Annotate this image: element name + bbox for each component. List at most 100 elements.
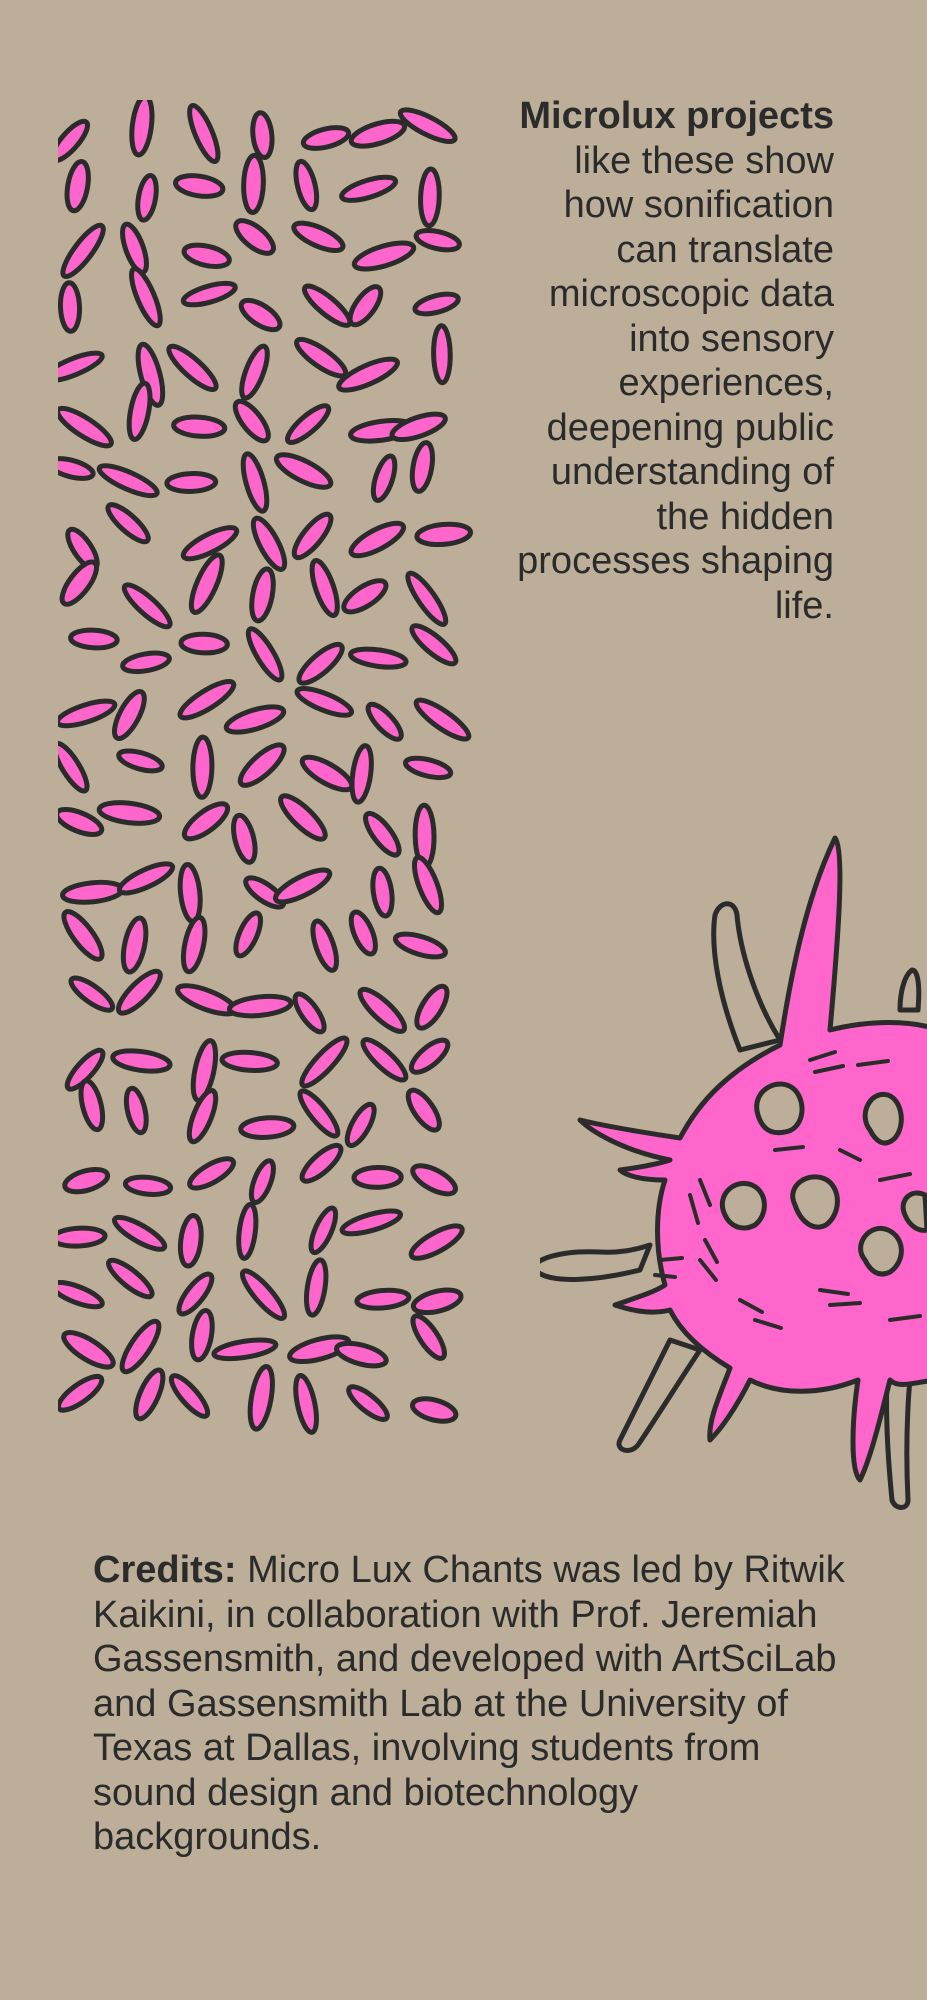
bacterium-cell: [133, 1367, 166, 1422]
intro-paragraph: Microlux projects like these show how so…: [494, 94, 834, 628]
bacterium-cell: [188, 552, 225, 615]
bacterium-cell: [250, 110, 275, 160]
bacterium-cell: [272, 867, 333, 905]
bacterium-cell: [58, 1373, 105, 1413]
bacterium-cell: [347, 284, 384, 328]
bacterium-cell: [344, 1101, 377, 1149]
bacterium-cell: [223, 704, 287, 735]
bacterium-cell: [211, 1337, 279, 1362]
bacterium-cell: [186, 1087, 219, 1145]
bacterium-cell: [61, 1330, 116, 1370]
bacterium-cell: [233, 910, 264, 959]
bacterium-cell: [116, 861, 176, 896]
bacterium-cell: [122, 1174, 174, 1197]
bacterium-cell: [180, 525, 240, 562]
bacterium-cell: [239, 1268, 288, 1321]
bacterium-cell: [250, 515, 288, 572]
bacterium-cell: [126, 380, 153, 442]
bacterium-cell: [363, 810, 402, 858]
bacterium-cell: [187, 103, 221, 164]
bacterium-cell: [341, 578, 389, 615]
bacterium-cell: [247, 1364, 275, 1432]
bacterium-cell: [106, 1257, 155, 1300]
bacterium-cell: [278, 793, 328, 842]
bacterium-cell: [339, 174, 399, 203]
bacterium-cell: [296, 641, 345, 686]
bacterium-cell: [405, 570, 449, 627]
bacterium-cell: [245, 626, 285, 683]
bacterium-cell: [115, 968, 163, 1016]
bacterium-cell: [294, 686, 355, 718]
bacterium-cell: [370, 865, 395, 919]
bacterium-cell: [59, 559, 99, 607]
bacterium-cell: [410, 1163, 458, 1197]
bacterium-cell: [120, 650, 172, 675]
bacterium-cell: [408, 1037, 451, 1075]
bacterium-cell: [135, 341, 166, 408]
bacterium-cell: [410, 1313, 447, 1361]
bacterium-cell: [418, 166, 442, 229]
bacterium-cell: [310, 918, 339, 973]
bacterium-cell: [411, 854, 445, 916]
bacterium-cell: [168, 1373, 211, 1419]
bacterium-cell: [348, 909, 378, 957]
bacterium-cell: [293, 1372, 319, 1435]
bacterium-cell: [291, 220, 346, 254]
bacterium-cell: [64, 159, 91, 214]
bacteria-illustration: [58, 100, 474, 1435]
bacterium-cell: [301, 283, 353, 328]
bacterium-cell: [173, 173, 226, 199]
bacterium-cell: [121, 582, 173, 630]
bacterium-cell: [175, 983, 238, 1017]
bacterium-cell: [110, 1048, 173, 1074]
credits-label: Credits:: [93, 1549, 237, 1591]
bacterium-cell: [240, 451, 270, 514]
bacterium-cell: [112, 689, 147, 741]
bacterium-cell: [297, 1088, 341, 1139]
bacterium-cell: [232, 398, 271, 444]
bacterium-cell: [129, 100, 155, 158]
bacterium-cell: [410, 1287, 464, 1316]
bacterium-cell: [294, 336, 349, 379]
bacterium-cell: [68, 627, 120, 651]
bacterium-cell: [177, 1213, 204, 1269]
bacterium-cell: [431, 323, 453, 386]
bacterium-cell: [414, 521, 474, 548]
bacterium-cell: [365, 701, 404, 742]
bacterium-cell: [299, 754, 355, 793]
bacterium-cell: [397, 107, 458, 145]
bacterium-cell: [370, 453, 398, 503]
bacterium-cell: [237, 742, 287, 788]
bacterium-cell: [241, 152, 266, 215]
bacterium-cell: [177, 678, 237, 721]
bacterium-cell: [413, 228, 462, 253]
bacterium-cell: [58, 1279, 105, 1310]
bacterium-cell: [413, 697, 472, 742]
bacterium-cell: [187, 1156, 237, 1191]
bacterium-cell: [334, 1340, 389, 1369]
bacterium-cell: [285, 403, 332, 445]
bacterium-cell: [303, 1257, 329, 1318]
bacterium-cell: [248, 1158, 276, 1205]
bacterium-cell: [58, 1225, 108, 1249]
bacterium-cell: [60, 879, 125, 905]
bacterium-cell: [58, 698, 118, 729]
bacterium-cell: [178, 631, 230, 656]
bacterium-cell: [238, 1115, 297, 1140]
bacterium-cell: [68, 975, 116, 1013]
credits-paragraph: Credits: Micro Lux Chants was led by Rit…: [93, 1548, 853, 1860]
bacterium-cell: [176, 1271, 215, 1317]
bacterium-cell: [64, 1047, 106, 1092]
bacterium-cell: [403, 755, 454, 781]
bacterium-cell: [389, 411, 448, 443]
bacterium-cell: [392, 931, 448, 960]
bacterium-cell: [231, 812, 258, 865]
bacterium-cell: [78, 1078, 106, 1133]
bacterium-cell: [61, 909, 105, 962]
bacterium-cell: [189, 1308, 215, 1363]
bacterium-cell: [58, 807, 105, 837]
intro-text: like these show how sonification can tra…: [517, 139, 834, 627]
bacterium-cell: [348, 646, 409, 670]
bacterium-cell: [60, 222, 106, 280]
bacterium-cell: [405, 1087, 442, 1133]
